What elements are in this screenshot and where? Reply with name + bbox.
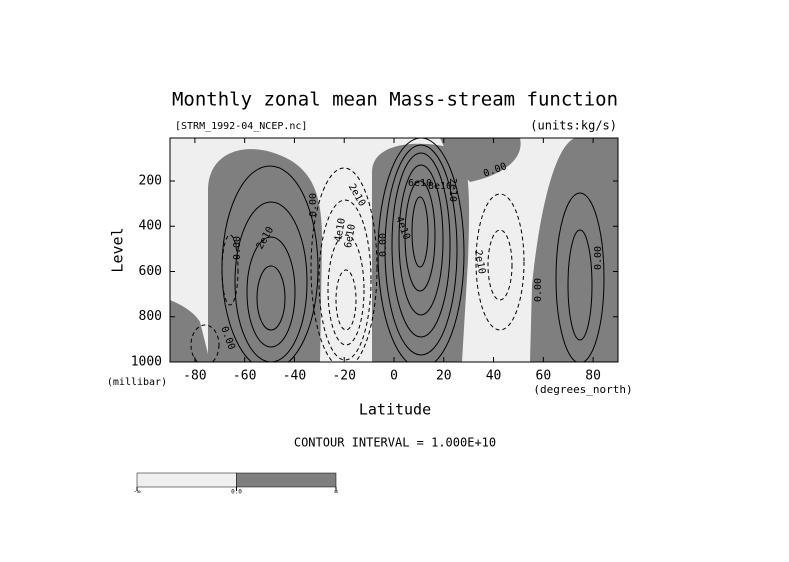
contour-lines <box>190 138 605 362</box>
contour-label: 0.00 <box>232 236 243 260</box>
colorbar-swatch <box>136 472 237 488</box>
contour-label: 0.00 <box>593 246 604 270</box>
x-tick-label: 0 <box>390 369 398 384</box>
colorbar: -∞ 0.0 ∞ <box>133 472 338 496</box>
contour-label: 8e10 <box>428 181 452 192</box>
x-axis-label: Latitude <box>359 401 431 419</box>
x-tick-label: -80 <box>183 369 206 384</box>
contour-interval: CONTOUR INTERVAL = 1.000E+10 <box>294 436 496 450</box>
x-tick-label: -60 <box>233 369 256 384</box>
field <box>170 138 618 362</box>
x-tick-label: 40 <box>486 369 502 384</box>
subtitle-left: [STRM_1992-04_NCEP.nc] <box>175 121 307 132</box>
y-tick-label: 200 <box>139 173 162 188</box>
x-tick-label: -40 <box>283 369 306 384</box>
y-tick-label: 800 <box>139 309 162 324</box>
subtitle-right: (units:kg/s) <box>530 119 617 133</box>
contour-label: 4e10 <box>333 217 348 243</box>
axes: -80 -60 -40 -20 0 20 40 60 80 200 400 600 800 1000 <box>131 138 618 384</box>
contour-label: 6e10 <box>408 178 432 189</box>
colorbar-swatch <box>236 472 337 488</box>
y-axis-units: (millibar) <box>107 377 167 388</box>
colorbar-label: ∞ <box>334 489 338 496</box>
contour-label: 0.00 <box>533 278 544 302</box>
colorbar-label: 0.0 <box>231 489 242 496</box>
y-tick-label: 1000 <box>131 355 162 370</box>
contour-label: 2e10 <box>472 249 487 275</box>
x-axis-units: (degrees_north) <box>533 383 632 396</box>
x-tick-label: 80 <box>585 369 601 384</box>
contour-label: 2e10 <box>447 178 458 202</box>
y-tick-label: 600 <box>139 264 162 279</box>
colorbar-label: -∞ <box>133 489 141 496</box>
x-tick-label: -20 <box>332 369 355 384</box>
y-tick-label: 400 <box>139 219 162 234</box>
chart-title: Monthly zonal mean Mass-stream function <box>172 89 618 111</box>
contour-label: 6e10 <box>343 223 358 249</box>
x-tick-label: 60 <box>536 369 552 384</box>
x-tick-label: 20 <box>436 369 452 384</box>
contour-label: 0.00 <box>378 233 389 257</box>
contour-label: 0.00 <box>308 193 319 217</box>
y-axis-label: Level <box>109 227 127 272</box>
